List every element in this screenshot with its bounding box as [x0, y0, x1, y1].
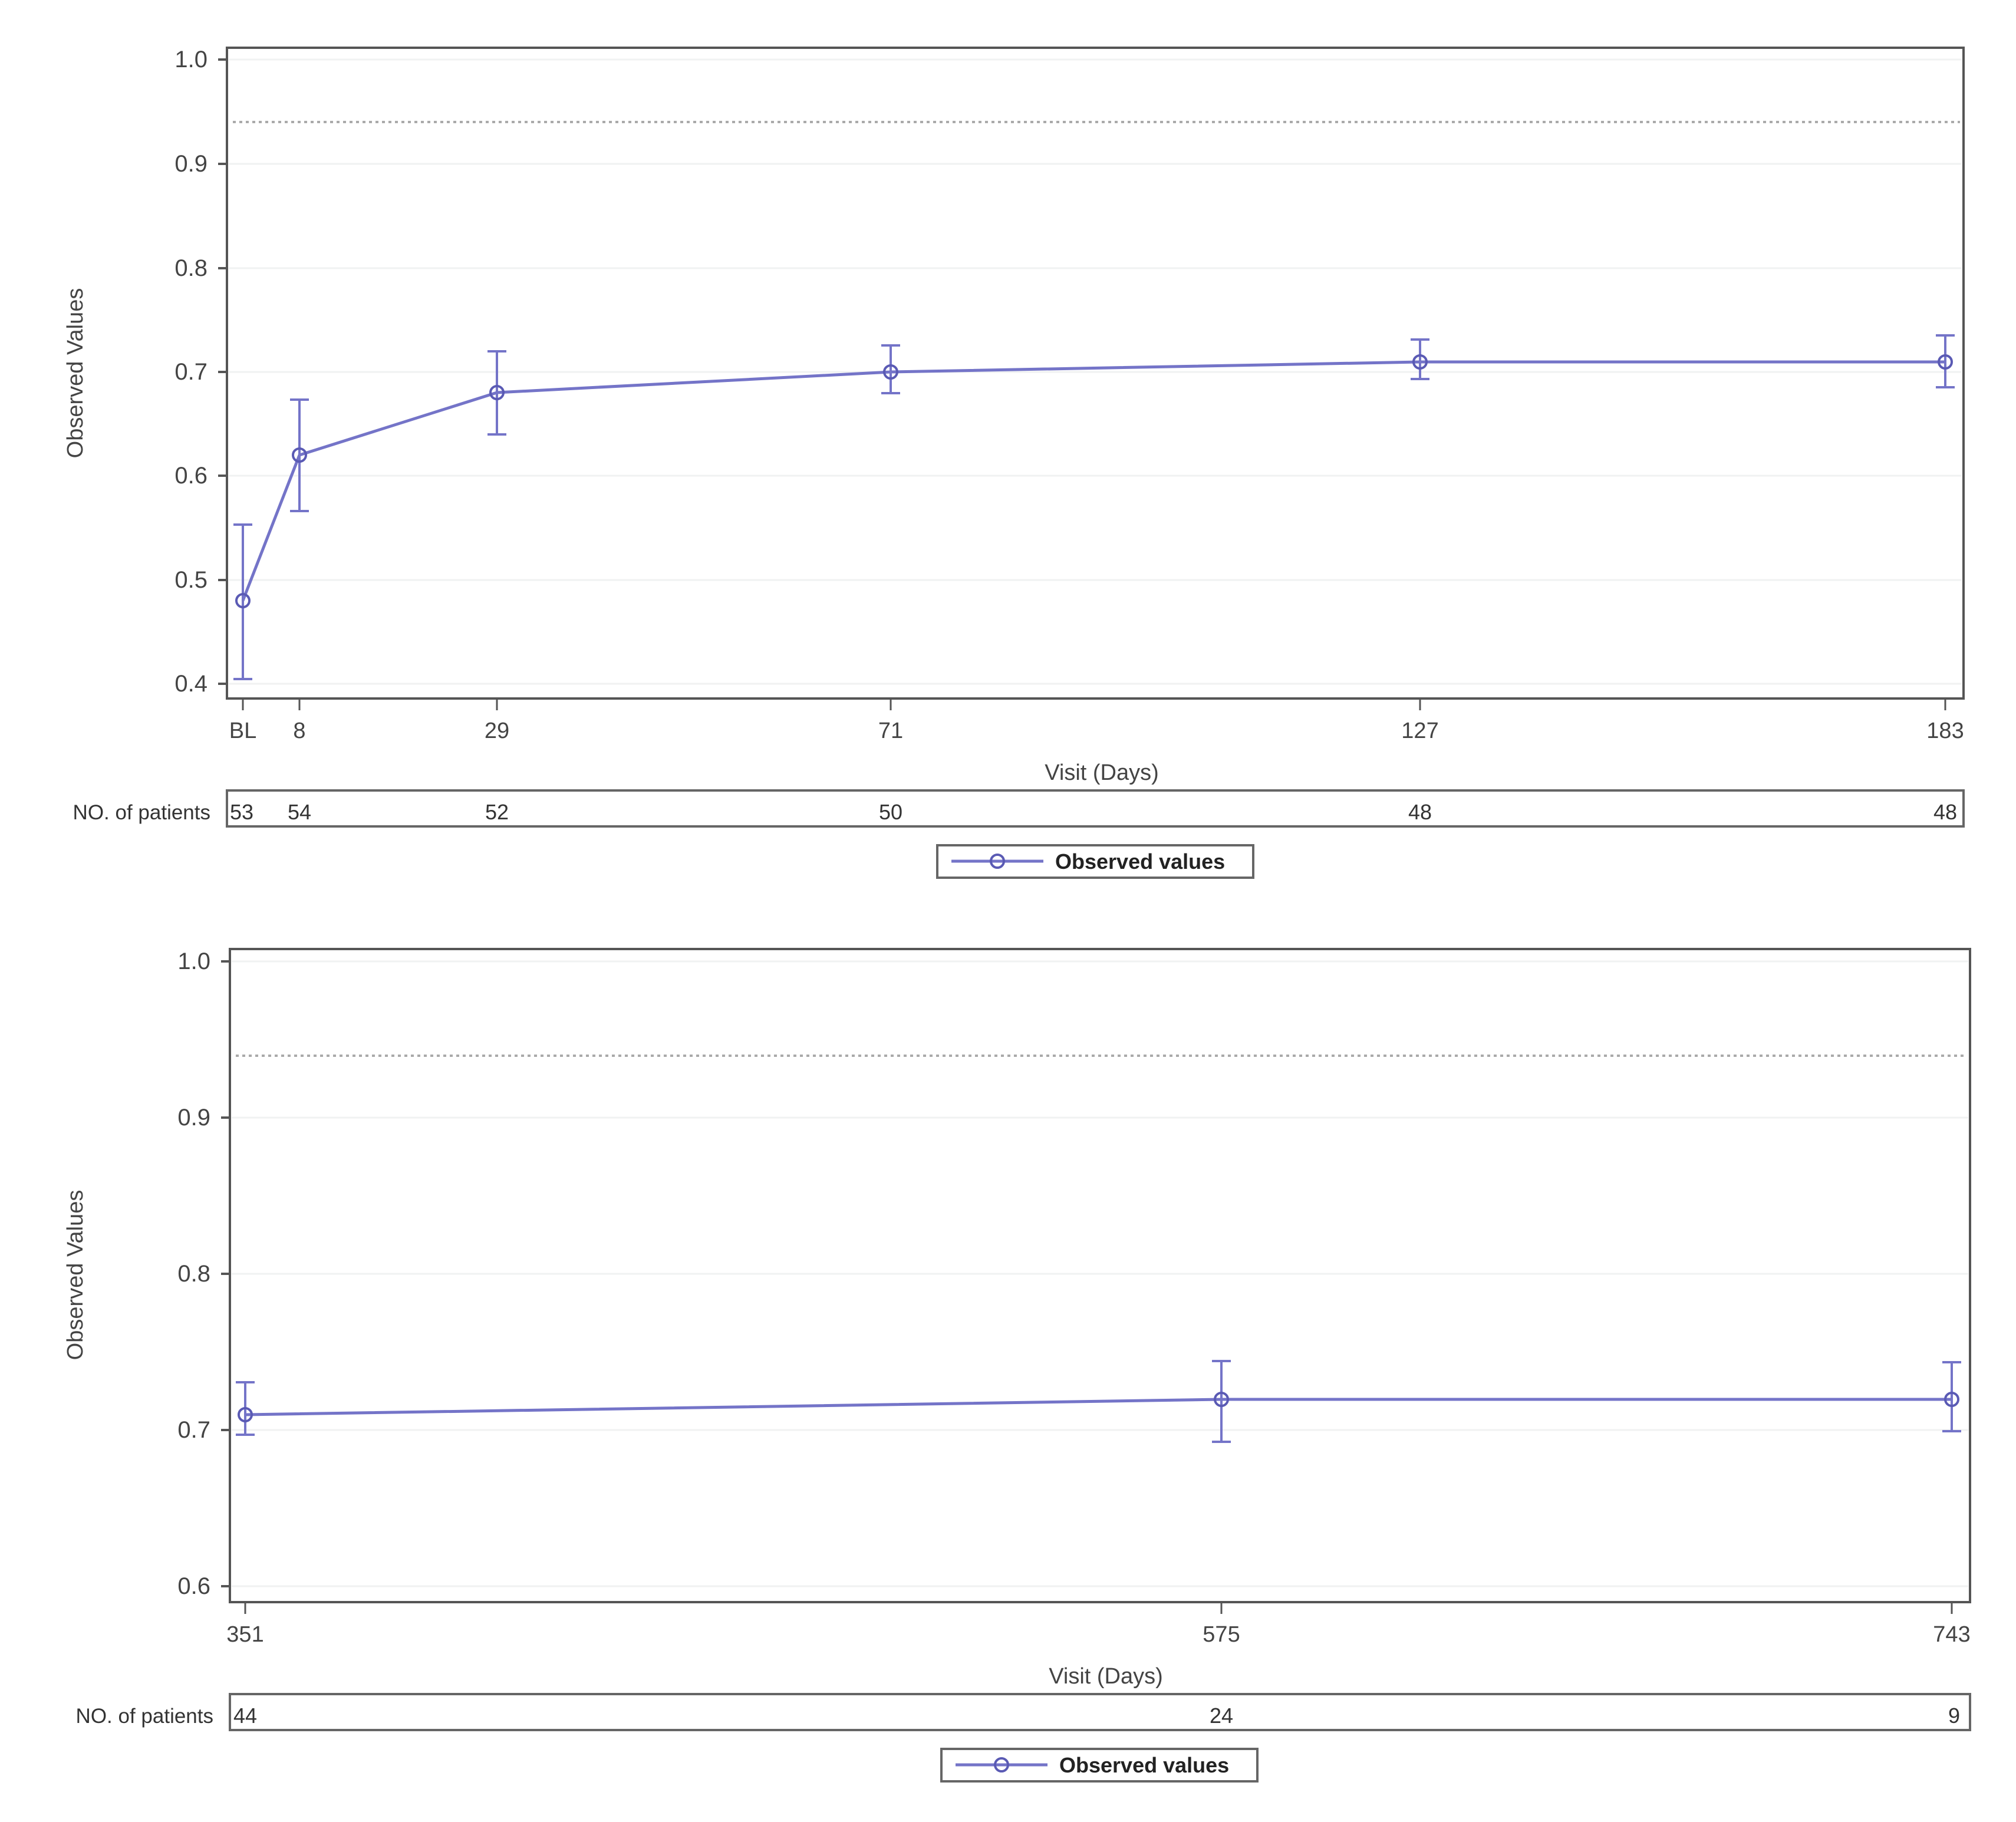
- y-tick-label: 0.4: [174, 671, 207, 697]
- patients-count: 48: [1933, 800, 1957, 824]
- x-tick-label: 351: [226, 1622, 263, 1647]
- data-point[interactable]: [1944, 1392, 1959, 1407]
- data-point[interactable]: [235, 593, 251, 608]
- y-tick-label: 1.0: [177, 948, 210, 974]
- x-axis-tick-labels: 351 575 743: [226, 1622, 1970, 1647]
- data-point[interactable]: [238, 1407, 253, 1422]
- y-tick-label: 0.8: [174, 255, 207, 281]
- x-axis-label: Visit (Days): [1049, 1664, 1163, 1689]
- patients-table: [226, 789, 1965, 828]
- patients-count: 48: [1408, 800, 1432, 824]
- legend-label: Observed values: [1055, 849, 1225, 874]
- data-point[interactable]: [883, 364, 898, 380]
- data-markers: [238, 1392, 1959, 1422]
- data-markers: [235, 354, 1953, 608]
- x-axis-tick-labels: BL 8 29 71 127 183: [229, 719, 1964, 743]
- legend-label: Observed values: [1059, 1753, 1229, 1777]
- y-axis-label: Observed Values: [63, 288, 88, 459]
- patients-count: 52: [485, 800, 509, 824]
- patients-count: 53: [230, 800, 253, 824]
- y-axis-tick-labels: 1.0 0.9 0.8 0.7 0.6 0.5 0.4: [174, 47, 207, 697]
- plot-frame: [226, 47, 1965, 700]
- x-tick-label: 183: [1926, 719, 1964, 743]
- x-tick-label: 8: [293, 719, 305, 743]
- patients-table-values: 53 54 52 50 48 48: [230, 800, 1957, 824]
- data-point[interactable]: [1214, 1392, 1229, 1407]
- patients-table-values: 44 24 9: [233, 1704, 1960, 1728]
- y-tick-label: 0.7: [177, 1417, 210, 1443]
- patients-count: 9: [1948, 1704, 1960, 1728]
- error-bars: [233, 334, 1955, 680]
- y-tick-label: 0.9: [177, 1105, 210, 1131]
- plot-frame: [229, 948, 1971, 1603]
- legend-marker-icon: [994, 1757, 1009, 1772]
- y-tick-label: 0.6: [174, 463, 207, 489]
- gridlines: [229, 58, 1962, 685]
- data-point[interactable]: [1938, 354, 1953, 370]
- x-tick-label: 743: [1933, 1622, 1970, 1647]
- patients-count: 54: [288, 800, 311, 824]
- patients-count: 24: [1210, 1704, 1233, 1728]
- y-axis-ticks: [221, 960, 230, 1587]
- data-point[interactable]: [292, 447, 307, 463]
- patients-table: [229, 1693, 1971, 1731]
- x-tick-label: BL: [229, 719, 256, 743]
- x-axis-label: Visit (Days): [1045, 760, 1159, 785]
- x-tick-label: 575: [1203, 1622, 1240, 1647]
- patients-table-label: NO. of patients: [73, 801, 210, 824]
- patients-count: 50: [879, 800, 902, 824]
- x-tick-label: 71: [878, 719, 903, 743]
- y-tick-label: 0.5: [174, 567, 207, 593]
- y-tick-label: 0.9: [174, 151, 207, 177]
- patients-count: 44: [233, 1704, 257, 1728]
- data-point[interactable]: [489, 385, 505, 400]
- x-tick-label: 127: [1401, 719, 1438, 743]
- legend[interactable]: Observed values: [936, 844, 1254, 879]
- series-line: [241, 360, 1945, 601]
- y-axis-ticks: [218, 58, 227, 685]
- y-tick-label: 0.7: [174, 359, 207, 385]
- y-axis-label: Observed Values: [63, 1190, 88, 1360]
- data-point[interactable]: [1412, 354, 1428, 370]
- chart-top: 1.0 0.9 0.8 0.7 0.6 0.5 0.4 Observed Val…: [63, 47, 1965, 879]
- x-axis-ticks: [244, 1602, 1953, 1614]
- y-tick-label: 1.0: [174, 47, 207, 73]
- x-tick-label: 29: [485, 719, 509, 743]
- y-tick-label: 0.6: [177, 1573, 210, 1599]
- gridlines: [232, 960, 1968, 1587]
- y-tick-label: 0.8: [177, 1261, 210, 1287]
- series-line: [245, 1398, 1952, 1416]
- y-axis-tick-labels: 1.0 0.9 0.8 0.7 0.6: [177, 948, 210, 1599]
- legend[interactable]: Observed values: [940, 1748, 1259, 1783]
- patients-table-label: NO. of patients: [76, 1705, 213, 1728]
- chart-bottom: 1.0 0.9 0.8 0.7 0.6 Observed Values 351 …: [63, 948, 1971, 1783]
- x-axis-ticks: [242, 699, 1946, 710]
- legend-marker-icon: [990, 854, 1005, 869]
